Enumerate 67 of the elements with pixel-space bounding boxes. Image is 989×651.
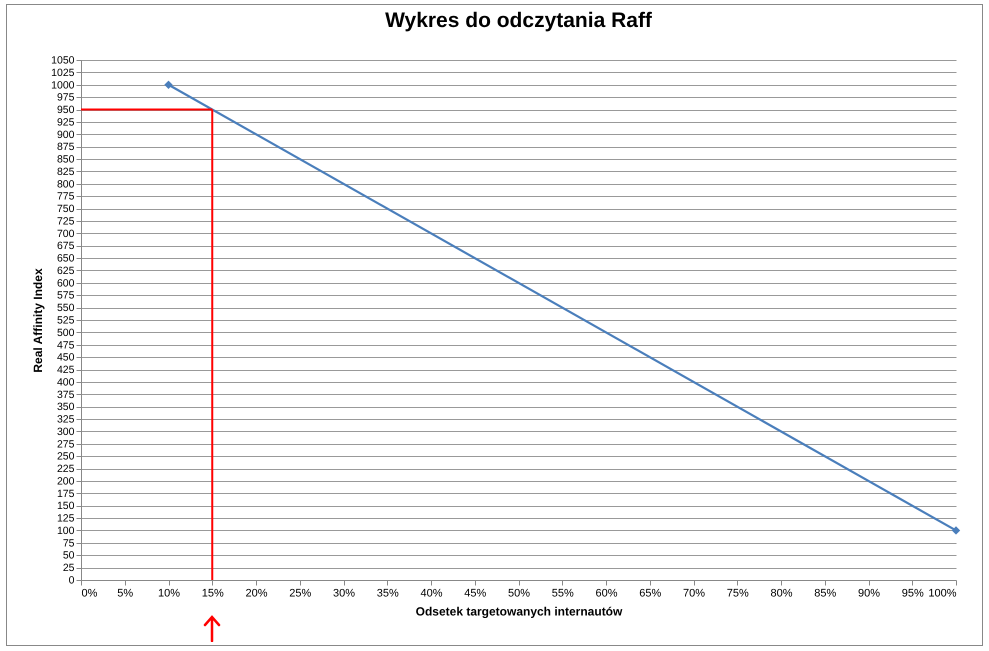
- y-tick-label: 375: [56, 388, 75, 401]
- x-tick-label: 55%: [552, 588, 574, 600]
- y-tick-label: 950: [56, 104, 75, 116]
- y-tick-label: 150: [56, 500, 75, 512]
- y-tick-label: 300: [56, 426, 75, 438]
- y-tick-label: 250: [56, 450, 75, 463]
- y-tick-label: 200: [56, 475, 75, 488]
- y-tick-label: 475: [56, 339, 75, 352]
- y-tick-label: 525: [56, 314, 75, 326]
- y-tick-label: 125: [56, 512, 75, 525]
- x-tick-label: 35%: [376, 588, 399, 600]
- x-axis-title: Odsetek targetowanych internautów: [416, 604, 624, 618]
- y-tick-label: 175: [56, 488, 75, 500]
- y-axis-title: Real Affinity Index: [31, 268, 46, 373]
- y-tick-label: 750: [56, 203, 75, 216]
- x-tick-label: 50%: [508, 588, 530, 600]
- x-tick-label: 100%: [928, 588, 957, 600]
- x-tick-label: 60%: [595, 588, 618, 600]
- x-tick-label: 85%: [814, 588, 836, 600]
- y-tick-label: 575: [56, 290, 75, 302]
- x-tick-label: 20%: [245, 588, 268, 600]
- x-tick-label: 75%: [726, 588, 749, 600]
- y-tick-label: 1050: [51, 54, 75, 66]
- y-tick-label: 550: [56, 302, 75, 314]
- y-tick-label: 650: [56, 252, 75, 265]
- y-tick-label: 25: [62, 562, 75, 574]
- y-tick-label: 1025: [51, 66, 75, 79]
- y-tick-label: 625: [56, 264, 75, 277]
- y-tick-label: 500: [56, 326, 75, 339]
- y-tick-label: 725: [56, 215, 75, 228]
- y-tick-label: 100: [56, 524, 75, 537]
- x-tick-label: 95%: [902, 588, 924, 600]
- x-tick-label: 30%: [332, 588, 356, 600]
- x-tick-label: 40%: [420, 588, 443, 600]
- x-tick-label: 70%: [682, 588, 706, 600]
- y-tick-label: 225: [56, 463, 75, 476]
- x-tick-label: 45%: [464, 588, 486, 600]
- y-tick-label: 900: [56, 128, 75, 141]
- y-tick-label: 350: [56, 401, 75, 414]
- y-tick-label: 50: [62, 550, 75, 562]
- chart-title: Wykres do odczytania Raff: [385, 9, 653, 32]
- y-tick-label: 700: [56, 228, 75, 240]
- y-tick-label: 850: [56, 154, 75, 166]
- y-tick-label: 450: [56, 352, 75, 364]
- y-tick-label: 925: [56, 116, 75, 128]
- x-tick-label: 25%: [289, 588, 312, 600]
- y-tick-label: 600: [56, 277, 75, 290]
- y-tick-label: 325: [56, 414, 75, 426]
- x-tick-label: 0%: [82, 588, 98, 600]
- y-tick-label: 875: [56, 141, 75, 154]
- x-tick-label: 15%: [202, 588, 224, 600]
- y-tick-label: 800: [56, 178, 75, 190]
- x-tick-label: 10%: [158, 588, 180, 600]
- y-tick-label: 400: [56, 376, 75, 388]
- x-tick-label: 80%: [770, 588, 793, 600]
- y-tick-label: 0: [68, 574, 75, 586]
- x-tick-label: 5%: [117, 588, 134, 600]
- y-tick-label: 75: [62, 537, 75, 550]
- y-tick-label: 975: [56, 92, 75, 104]
- y-tick-label: 1000: [51, 79, 75, 92]
- y-tick-label: 275: [56, 438, 75, 450]
- y-tick-label: 825: [56, 166, 75, 178]
- x-tick-label: 90%: [858, 588, 880, 600]
- x-tick-label: 65%: [639, 588, 662, 600]
- y-tick-label: 775: [56, 190, 75, 203]
- y-tick-label: 675: [56, 240, 75, 252]
- y-tick-label: 425: [56, 364, 75, 376]
